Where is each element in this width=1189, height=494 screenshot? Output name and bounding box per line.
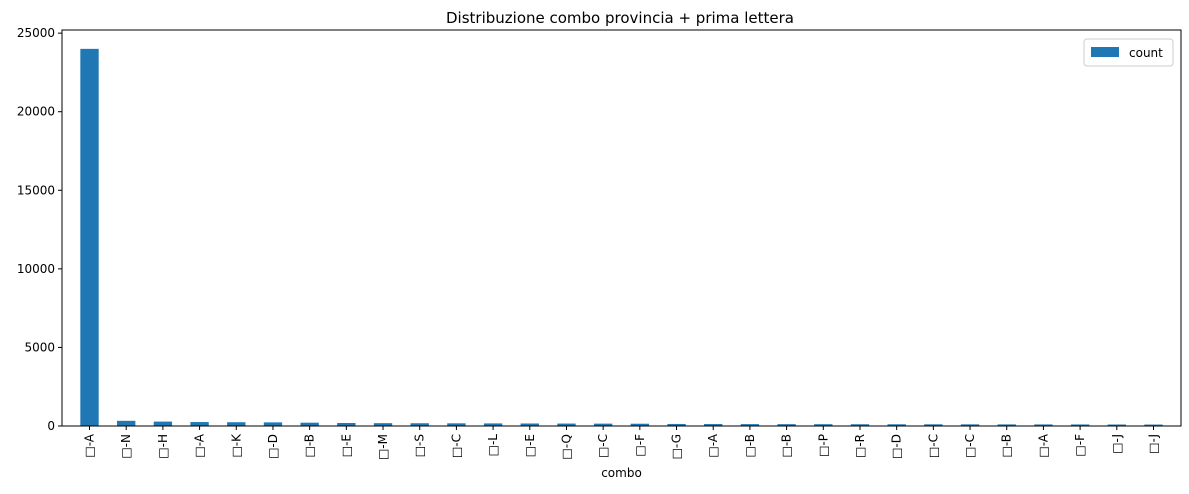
y-tick-label: 15000 [17, 183, 55, 197]
x-tick-label: □-C [926, 434, 940, 458]
bar [814, 424, 833, 426]
x-tick-label: □-G [670, 434, 684, 459]
bar [850, 424, 870, 426]
bar [520, 423, 539, 426]
bar [300, 422, 319, 426]
x-tick-label: □-F [1073, 434, 1087, 457]
y-tick-label: 25000 [17, 26, 55, 40]
x-tick-label: □-P [816, 434, 830, 457]
x-tick-label: □-C [449, 434, 463, 458]
x-tick-label: □-N [119, 434, 133, 459]
x-tick-label: □-C [596, 434, 610, 458]
x-tick-label: □-M [376, 434, 390, 460]
x-tick-label: □-A [1036, 433, 1050, 457]
x-tick-label: □-K [229, 433, 243, 458]
x-tick-label: □-F [633, 434, 647, 457]
bar [1070, 424, 1090, 426]
x-tick-label: □-D [890, 434, 904, 459]
bar [630, 423, 650, 426]
bar [410, 423, 429, 426]
x-tick-label: □-B [1000, 434, 1014, 457]
x-tick-label: □-J [1110, 434, 1124, 454]
bar [960, 424, 980, 426]
x-tick-label: □-A [193, 433, 207, 457]
bar [153, 421, 173, 426]
x-tick-label: □-Q [559, 434, 573, 460]
bar [227, 422, 246, 426]
legend-swatch [1091, 47, 1119, 57]
x-tick-label: □-A [706, 433, 720, 457]
x-axis-label: combo [601, 466, 642, 480]
legend-frame [1083, 38, 1174, 67]
bars [80, 48, 1163, 426]
bar [557, 423, 576, 426]
bar [483, 423, 503, 426]
bar [190, 422, 209, 426]
bar [593, 423, 613, 426]
bar [667, 423, 686, 426]
bar [337, 423, 356, 426]
x-axis: □-A □-N □-H □-A □-K □-D □-B □-E □-M □-S □-C □-L □-E □… [83, 426, 1160, 460]
bar [80, 48, 99, 426]
y-tick-label: 0 [47, 419, 55, 433]
plot-frame [61, 29, 1182, 427]
bar [1034, 424, 1053, 426]
bar [373, 423, 393, 426]
bar [1144, 424, 1163, 426]
bar [263, 422, 283, 426]
x-tick-label: □-E [339, 434, 353, 457]
bar [777, 424, 796, 426]
x-tick-label: □-B [780, 434, 794, 457]
bar [447, 423, 466, 426]
x-tick-label: □-A [83, 433, 97, 457]
y-tick-label: 20000 [17, 105, 55, 119]
x-tick-label: □-B [743, 434, 757, 457]
x-tick-label: □-H [156, 434, 170, 459]
y-tick-label: 5000 [24, 340, 55, 354]
bar [887, 424, 906, 426]
x-tick-label: □-E [523, 434, 537, 457]
x-tick-label: □-C [963, 434, 977, 458]
bar [117, 420, 136, 426]
x-tick-label: □-S [413, 434, 427, 457]
x-tick-label: □-J [1146, 434, 1160, 454]
legend: count [1083, 38, 1174, 67]
legend-entry-label: count [1129, 46, 1163, 60]
chart-title: Distribuzione combo provincia + prima le… [446, 9, 794, 27]
y-tick-label: 10000 [17, 262, 55, 276]
bar [740, 424, 760, 426]
bar [924, 424, 943, 426]
bar [704, 424, 723, 426]
y-axis: 0 5000 10000 15000 20000 25000 [17, 26, 62, 433]
bar [997, 424, 1016, 426]
x-tick-label: □-B [303, 434, 317, 457]
x-tick-label: □-D [266, 434, 280, 459]
bar [1107, 424, 1126, 426]
x-tick-label: □-L [486, 434, 500, 457]
x-tick-label: □-R [853, 434, 867, 458]
